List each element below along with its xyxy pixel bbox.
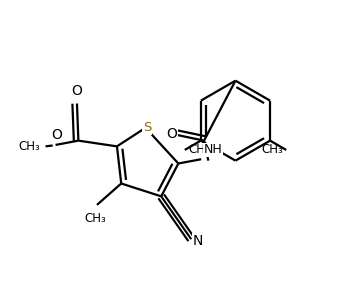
Text: O: O (72, 84, 82, 98)
Text: NH: NH (204, 143, 222, 156)
Text: N: N (192, 234, 203, 248)
Text: S: S (143, 121, 151, 134)
Text: CH₃: CH₃ (18, 140, 40, 153)
Text: O: O (166, 127, 177, 141)
Text: CH₃: CH₃ (188, 144, 210, 156)
Text: O: O (52, 127, 62, 141)
Text: CH₃: CH₃ (85, 212, 106, 225)
Text: CH₃: CH₃ (261, 144, 283, 156)
